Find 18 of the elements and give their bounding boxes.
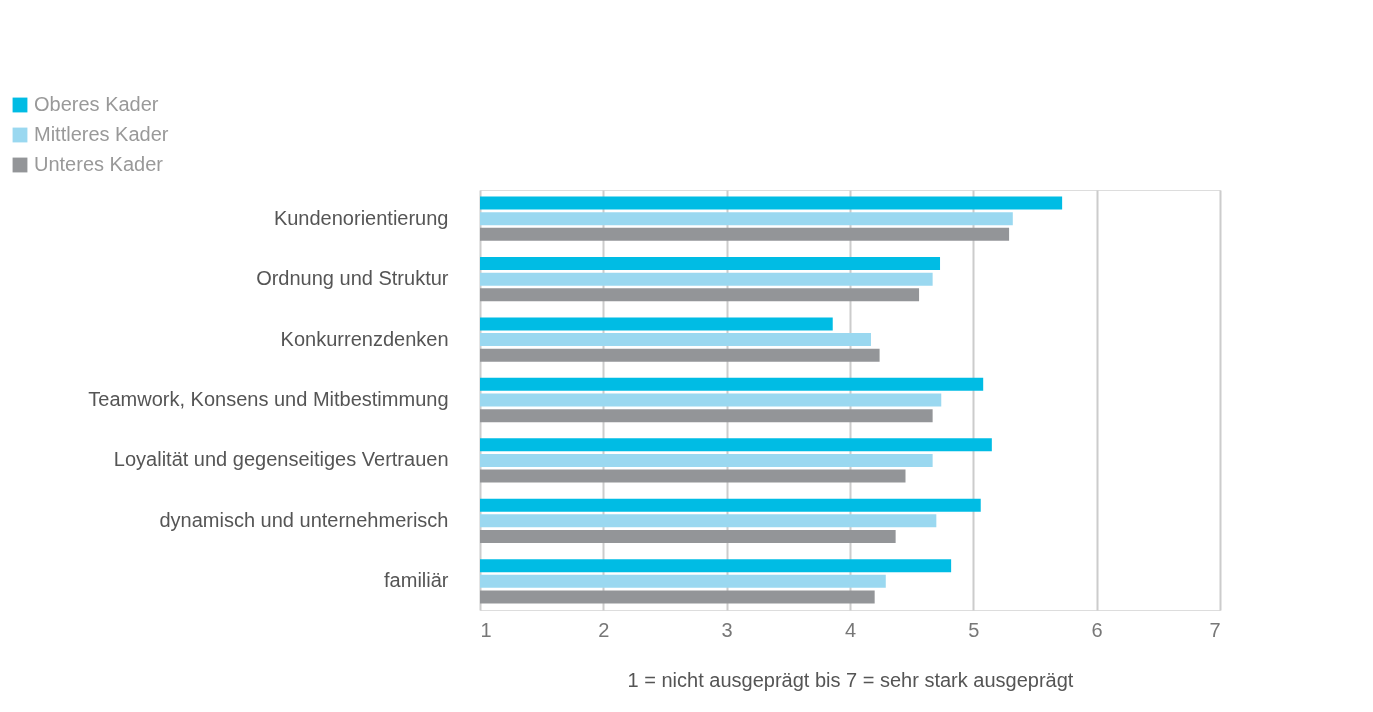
x-tick-label: 3	[721, 618, 733, 641]
y-tick-label: Teamwork, Konsens und Mitbestimmung	[88, 388, 449, 410]
y-tick-label: Konkurrenzdenken	[280, 327, 449, 350]
x-tick-label: 1	[480, 618, 492, 641]
x-tick-label: 5	[968, 618, 980, 641]
x-tick-label: 6	[1091, 618, 1103, 641]
y-tick-label: dynamisch und unternehmerisch	[159, 508, 449, 531]
x-tick-label: 7	[1209, 618, 1221, 641]
legend-label: Oberes Kader	[34, 93, 159, 115]
legend-label: Unteres Kader	[34, 153, 164, 175]
y-tick-label: familiär	[384, 569, 449, 592]
y-tick-label: Kundenorientierung	[273, 206, 449, 229]
x-tick-label: 2	[598, 618, 610, 641]
x-tick-label: 4	[844, 618, 857, 641]
y-tick-label: Ordnung und Struktur	[256, 267, 449, 290]
legend-label: Mittleres Kader	[34, 123, 169, 145]
x-axis-title: 1 = nicht ausgeprägt bis 7 = sehr stark ausgeprägt	[627, 668, 1074, 691]
y-tick-label: Loyalität und gegenseitiges Vertrauen	[113, 448, 449, 471]
